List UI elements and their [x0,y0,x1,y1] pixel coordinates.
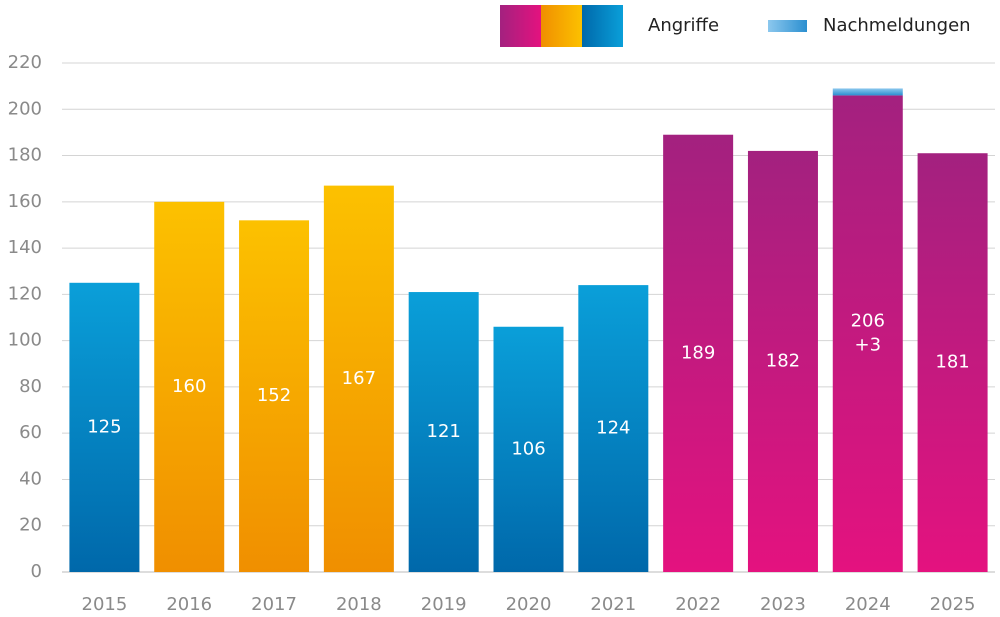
x-tick-label: 2024 [845,594,891,615]
bar-segment [832,88,903,96]
y-tick-label: 220 [8,52,42,73]
y-tick-label: 0 [31,561,42,582]
bar-segment [493,326,564,572]
data-label: 182 [766,350,800,371]
x-tick-label: 2023 [760,594,806,615]
legend-swatch [541,5,582,47]
bar-segment [239,220,310,572]
x-tick-label: 2021 [590,594,636,615]
data-label: 206 [851,311,885,332]
bar-segment [154,201,225,572]
bar-segment [747,150,818,572]
data-label: 106 [511,438,545,459]
y-tick-label: 60 [19,422,42,443]
legend-label: Angriffe [648,15,719,36]
x-tick-label: 2015 [82,594,128,615]
y-tick-label: 180 [8,145,42,166]
x-tick-label: 2020 [506,594,552,615]
data-label: +3 [854,335,881,356]
x-tick-label: 2018 [336,594,382,615]
x-tick-label: 2025 [930,594,976,615]
y-tick-label: 100 [8,330,42,351]
x-tick-label: 2019 [421,594,467,615]
legend-swatch [500,5,541,47]
data-label: 181 [935,352,969,373]
y-tick-label: 140 [8,237,42,258]
y-tick-label: 40 [19,468,42,489]
y-tick-label: 120 [8,283,42,304]
data-label: 125 [87,416,121,437]
data-label: 124 [596,418,630,439]
data-label: 189 [681,342,715,363]
data-label: 152 [257,385,291,406]
bar-segment [323,185,394,572]
x-tick-label: 2016 [166,594,212,615]
legend-swatch [582,5,623,47]
bar-segment [69,282,140,572]
legend-swatch [768,20,807,32]
legend-label: Nachmeldungen [823,15,971,36]
bar-segment [578,285,649,572]
bar-segment [663,134,734,573]
y-tick-label: 200 [8,98,42,119]
data-label: 160 [172,376,206,397]
bar-segment [917,153,988,572]
bar-segment [832,95,903,573]
y-tick-label: 20 [19,515,42,536]
y-tick-label: 160 [8,191,42,212]
data-label: 167 [342,368,376,389]
x-tick-label: 2022 [675,594,721,615]
data-label: 121 [427,421,461,442]
x-tick-label: 2017 [251,594,297,615]
y-tick-label: 80 [19,376,42,397]
bar-segment [408,292,479,572]
